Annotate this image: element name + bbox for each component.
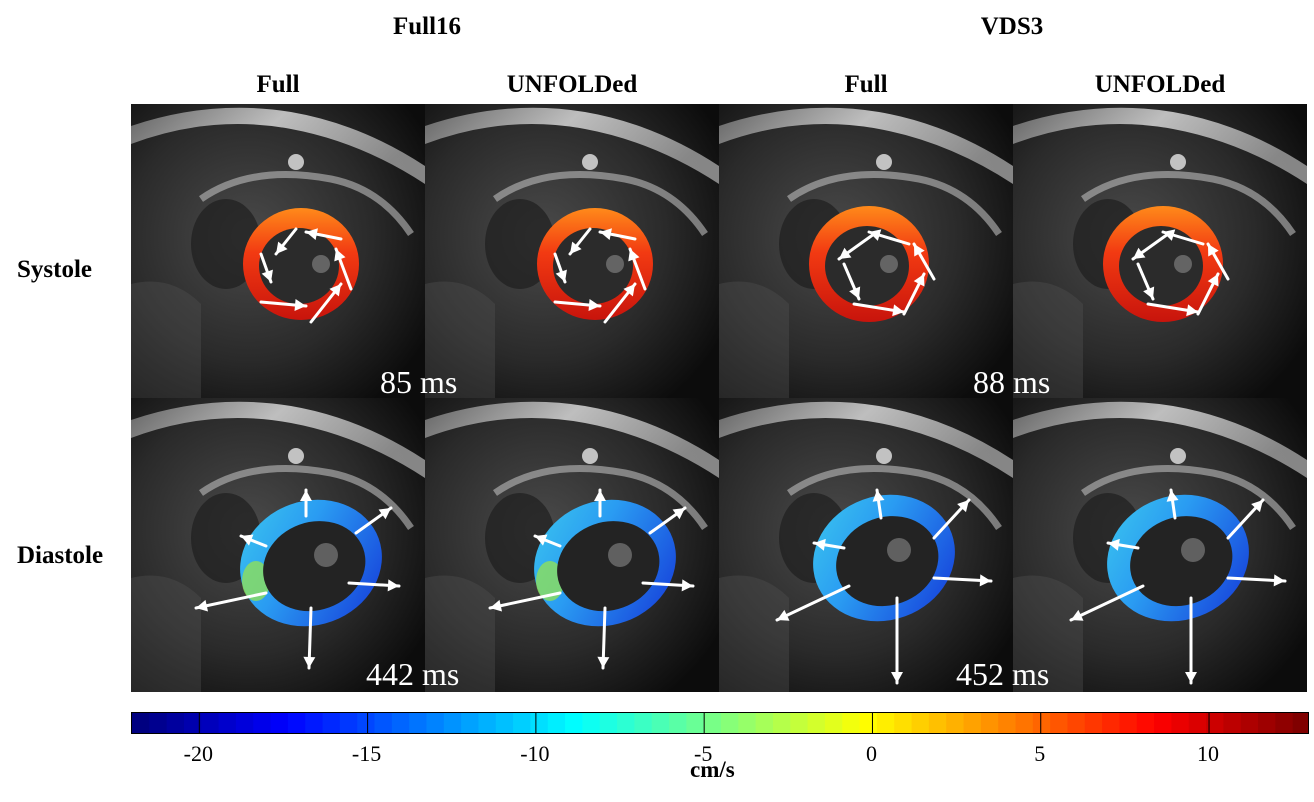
velocity-arrow	[304, 228, 343, 241]
velocity-arrow	[553, 299, 602, 312]
velocity-arrow	[842, 262, 861, 301]
panel-vds3-full-systole	[719, 104, 1013, 398]
velocity-arrow	[1196, 272, 1220, 316]
velocity-arrow	[533, 534, 562, 548]
velocity-arrow	[912, 242, 936, 281]
column-title-full16-unfolded: UNFOLDed	[506, 71, 638, 98]
velocity-arrow	[1166, 488, 1179, 520]
velocity-arrow	[1161, 229, 1205, 246]
velocity-arrow	[553, 252, 567, 284]
velocity-arrow	[628, 247, 647, 291]
colorbar-tick-label: 0	[865, 741, 877, 766]
column-title-full16-full: Full	[256, 71, 300, 98]
image-grid	[131, 104, 1309, 692]
time-label-vds3-systole: 88 ms	[973, 364, 1051, 400]
panel-full16-unfolded-systole	[425, 104, 719, 398]
panel-full16-unfolded-diastole	[425, 398, 719, 692]
velocity-arrow	[274, 227, 298, 256]
velocity-arrow	[932, 498, 971, 540]
velocity-arrow	[1069, 584, 1145, 622]
colorbar	[131, 712, 1311, 735]
colorbar-gradient	[131, 712, 1311, 735]
panel-vds3-unfolded-diastole	[1013, 398, 1307, 692]
velocity-arrow	[598, 228, 637, 241]
time-label-vds3-diastole: 452 ms	[956, 656, 1050, 692]
colorbar-tick-label: -5	[693, 741, 713, 766]
panel-vds3-unfolded-systole	[1013, 104, 1307, 398]
velocity-arrow	[309, 282, 343, 324]
column-title-vds3-unfolded: UNFOLDed	[1094, 71, 1226, 98]
velocity-arrow	[597, 606, 610, 670]
colorbar-tick-label: -15	[351, 741, 382, 766]
velocity-arrow	[303, 606, 316, 670]
time-label-full16-diastole: 442 ms	[366, 656, 460, 692]
velocity-arrow	[1131, 232, 1170, 261]
velocity-arrow	[867, 229, 911, 246]
velocity-arrow	[347, 579, 401, 592]
velocity-arrow	[641, 579, 695, 592]
velocity-arrow	[194, 591, 268, 612]
velocity-arrow	[568, 227, 592, 256]
panel-full16-full-diastole	[131, 398, 425, 692]
velocity-arrow	[1226, 498, 1265, 540]
colorbar-unit-label: cm/s	[690, 757, 735, 782]
velocity-arrow	[354, 506, 393, 535]
velocity-arrow	[488, 591, 562, 612]
group-title-full16: Full16	[392, 13, 462, 40]
velocity-arrow	[852, 302, 906, 317]
velocity-arrow	[1136, 262, 1155, 301]
time-label-full16-systole: 85 ms	[380, 364, 458, 400]
velocity-arrow	[1146, 302, 1200, 317]
velocity-arrow	[648, 506, 687, 535]
panel-vds3-full-diastole	[719, 398, 1013, 692]
velocity-arrow	[594, 488, 606, 518]
velocity-arrow	[1206, 242, 1230, 281]
row-title-systole: Systole	[17, 256, 92, 283]
colorbar-tick-label: -10	[520, 741, 550, 766]
velocity-arrow	[259, 252, 273, 284]
velocity-arrow	[239, 534, 268, 548]
colorbar-tick-label: 10	[1197, 741, 1220, 766]
row-title-diastole: Diastole	[17, 542, 104, 569]
velocity-arrow	[872, 488, 885, 520]
velocity-arrow	[300, 488, 312, 518]
velocity-arrow	[812, 538, 846, 551]
column-title-vds3-full: Full	[844, 71, 888, 98]
velocity-arrow	[1226, 574, 1287, 587]
panel-full16-full-systole	[131, 104, 425, 398]
velocity-arrow	[603, 282, 637, 324]
velocity-arrow	[1106, 538, 1140, 551]
group-title-vds3: VDS3	[980, 13, 1044, 40]
velocity-arrow	[902, 272, 926, 316]
velocity-arrow	[932, 574, 993, 587]
velocity-arrow	[891, 596, 903, 685]
velocity-arrow	[775, 584, 851, 622]
velocity-arrow	[837, 232, 876, 261]
velocity-arrow	[334, 247, 353, 291]
colorbar-tick-label: -20	[183, 741, 213, 766]
colorbar-tick-label: 5	[1034, 741, 1046, 766]
velocity-arrow	[1185, 596, 1197, 685]
velocity-arrow	[259, 299, 308, 312]
